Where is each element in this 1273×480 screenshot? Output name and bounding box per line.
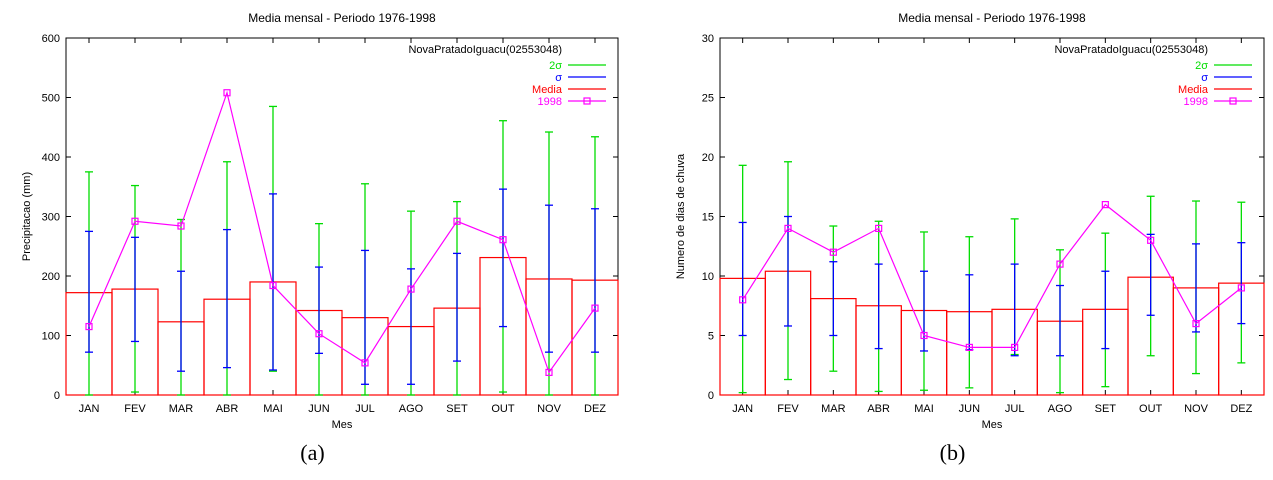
y-tick-label: 30 <box>702 33 714 45</box>
chart-panel-b: Media mensal - Periodo 1976-1998 0 5 10 15 20… <box>640 0 1265 480</box>
series-1998-point <box>131 217 139 225</box>
x-tick-label: JUN <box>308 403 329 415</box>
x-tick-label: AGO <box>399 403 424 415</box>
chart-title: Media mensal - Periodo 1976-1998 <box>898 11 1086 25</box>
series-1998-point <box>499 236 507 244</box>
series-1998-point <box>1011 343 1019 351</box>
series-1998-point <box>1192 320 1200 328</box>
legend-label: Media <box>1178 84 1209 96</box>
x-tick-label: JUL <box>355 403 375 415</box>
y-tick-label: 25 <box>702 93 714 105</box>
series-1998-point <box>920 331 928 340</box>
chart-title: Media mensal - Periodo 1976-1998 <box>248 11 436 25</box>
y-tick-label: 300 <box>42 212 60 224</box>
y-tick-label: 15 <box>702 212 714 224</box>
legend-station: NovaPratadoIguacu(02553048) <box>408 44 562 56</box>
y-tick-label: 0 <box>708 390 714 402</box>
x-axis-label: Mes <box>982 419 1003 431</box>
y-tick-label: 500 <box>42 93 60 105</box>
chart-panel-a: Media mensal - Periodo 1976-1998 0 100 200 3… <box>0 0 625 480</box>
y-axis-label: Numero de dias de chuva <box>675 153 687 279</box>
y-tick-label: 20 <box>702 152 714 164</box>
x-tick-label: ABR <box>867 403 890 415</box>
series-1998-point <box>361 359 369 367</box>
x-tick-label: AGO <box>1048 403 1073 415</box>
series-1998-point <box>1056 260 1064 268</box>
y-tick-label: 0 <box>54 390 60 402</box>
legend-label: 1998 <box>1184 96 1208 108</box>
x-tick-label: ABR <box>216 403 239 415</box>
x-tick-label: SET <box>1095 403 1117 415</box>
y-axis-label: Precipitacao (mm) <box>21 172 33 261</box>
legend-label: Media <box>532 84 563 96</box>
x-tick-label: JUL <box>1005 403 1025 415</box>
legend-label: 2σ <box>1195 60 1208 72</box>
legend-marker <box>583 97 591 105</box>
x-tick-label: MAI <box>914 403 934 415</box>
series-1998-point <box>591 304 599 312</box>
legend-label: 2σ <box>549 60 562 72</box>
series-1998-point <box>829 248 837 256</box>
y-tick-label: 5 <box>708 331 714 343</box>
x-tick-label: MAR <box>169 403 194 415</box>
x-tick-label: MAI <box>263 403 283 415</box>
series-1998-point <box>269 281 277 290</box>
series-1998-point <box>223 89 231 97</box>
series-1998-point <box>1101 201 1109 209</box>
legend-label: σ <box>555 72 562 84</box>
y-tick-label: 600 <box>42 33 60 45</box>
series-1998-point <box>739 296 747 304</box>
series-1998-line <box>742 203 1242 348</box>
series-1998-point <box>453 217 461 225</box>
legend-label: σ <box>1201 72 1208 84</box>
rain-days-chart: Media mensal - Periodo 1976-1998 0 5 10 15 20… <box>675 11 1265 431</box>
precipitation-chart: Media mensal - Periodo 1976-1998 0 100 200 3… <box>21 11 619 431</box>
series-1998-point <box>1147 236 1155 244</box>
x-tick-label: NOV <box>1184 403 1209 415</box>
series-1998-point <box>407 285 415 293</box>
x-tick-label: DEZ <box>584 403 606 415</box>
y-tick-label: 100 <box>42 331 60 343</box>
caption-a: (a) <box>300 440 325 465</box>
series-1998-point <box>875 224 883 232</box>
x-tick-label: SET <box>446 403 468 415</box>
x-axis-label: Mes <box>332 419 353 431</box>
series-1998-line <box>88 90 596 374</box>
caption-b: (b) <box>939 440 966 465</box>
series-1998-point <box>315 330 323 338</box>
x-tick-label: DEZ <box>1230 403 1252 415</box>
series-1998-point <box>85 322 93 331</box>
series-1998-point <box>545 368 553 376</box>
y-tick-label: 10 <box>702 271 714 283</box>
legend-marker <box>1229 97 1237 105</box>
series-1998-point <box>784 224 792 232</box>
x-tick-label: MAR <box>821 403 846 415</box>
x-tick-label: OUT <box>491 403 515 415</box>
x-tick-label: NOV <box>537 403 562 415</box>
x-tick-label: JAN <box>79 403 100 415</box>
y-tick-label: 400 <box>42 152 60 164</box>
series-1998-point <box>177 222 185 230</box>
y-tick-label: 200 <box>42 271 60 283</box>
series-1998-point <box>965 343 973 351</box>
legend-station: NovaPratadoIguacu(02553048) <box>1054 44 1208 56</box>
plot-area <box>719 37 1265 396</box>
x-tick-label: FEV <box>124 403 146 415</box>
x-tick-label: JAN <box>732 403 753 415</box>
x-tick-label: OUT <box>1139 403 1163 415</box>
series-1998-point <box>1237 284 1245 292</box>
x-tick-label: FEV <box>777 403 799 415</box>
x-tick-label: JUN <box>959 403 980 415</box>
plot-area <box>65 37 619 396</box>
legend-label: 1998 <box>538 96 562 108</box>
